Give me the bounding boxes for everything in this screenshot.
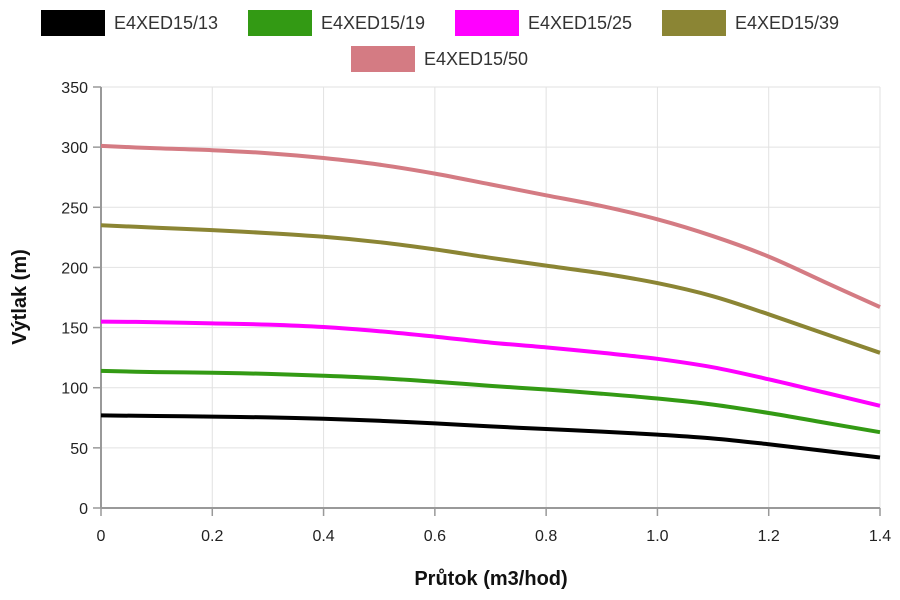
y-axis-title: Výtlak (m) <box>9 249 31 345</box>
legend-label: E4XED15/50 <box>424 48 529 69</box>
y-tick-label: 300 <box>61 140 88 157</box>
x-tick-label: 1.0 <box>646 528 668 545</box>
x-tick-label: 0 <box>97 528 106 545</box>
axis-layer: 0 50 100 150 200 250 300 350 0 0.2 0.4 0.6 0.8 1.0 1.2… <box>61 80 891 545</box>
series-line-1 <box>100 413 881 460</box>
legend-label: E4XED15/25 <box>528 12 633 33</box>
grid-layer <box>100 86 881 509</box>
x-tick-label: 1.2 <box>758 528 780 545</box>
y-tick-label: 250 <box>61 200 88 217</box>
series-line-4 <box>100 223 881 355</box>
y-tick-label: 50 <box>70 441 88 458</box>
x-tick-label: 0.8 <box>535 528 557 545</box>
y-tick-label: 150 <box>61 321 88 338</box>
legend-swatch <box>662 10 726 36</box>
y-tick-label: 100 <box>61 381 88 398</box>
series-line-3 <box>100 319 881 408</box>
series-line-2 <box>100 368 881 435</box>
y-tick-label: 350 <box>61 80 88 97</box>
legend-label: E4XED15/13 <box>114 12 219 33</box>
legend-item[interactable]: E4XED15/50 <box>351 46 528 72</box>
legend-item[interactable]: E4XED15/19 <box>248 10 425 36</box>
legend-swatch <box>455 10 519 36</box>
series-layer <box>100 143 881 460</box>
legend-item[interactable]: E4XED15/25 <box>455 10 632 36</box>
legend-swatch <box>351 46 415 72</box>
x-axis-title: Průtok (m3/hod) <box>414 568 567 590</box>
legend-item[interactable]: E4XED15/39 <box>662 10 839 36</box>
y-tick-label: 0 <box>79 501 88 518</box>
x-tick-label: 0.4 <box>312 528 334 545</box>
x-tick-label: 0.6 <box>424 528 446 545</box>
y-tick-label: 200 <box>61 260 88 277</box>
x-tick-label: 1.4 <box>869 528 891 545</box>
legend-label: E4XED15/19 <box>321 12 426 33</box>
legend-label: E4XED15/39 <box>735 12 840 33</box>
series-line-5 <box>100 143 881 309</box>
legend-item[interactable]: E4XED15/13 <box>41 10 218 36</box>
legend-swatch <box>41 10 105 36</box>
legend-swatch <box>248 10 312 36</box>
x-tick-label: 0.2 <box>201 528 223 545</box>
